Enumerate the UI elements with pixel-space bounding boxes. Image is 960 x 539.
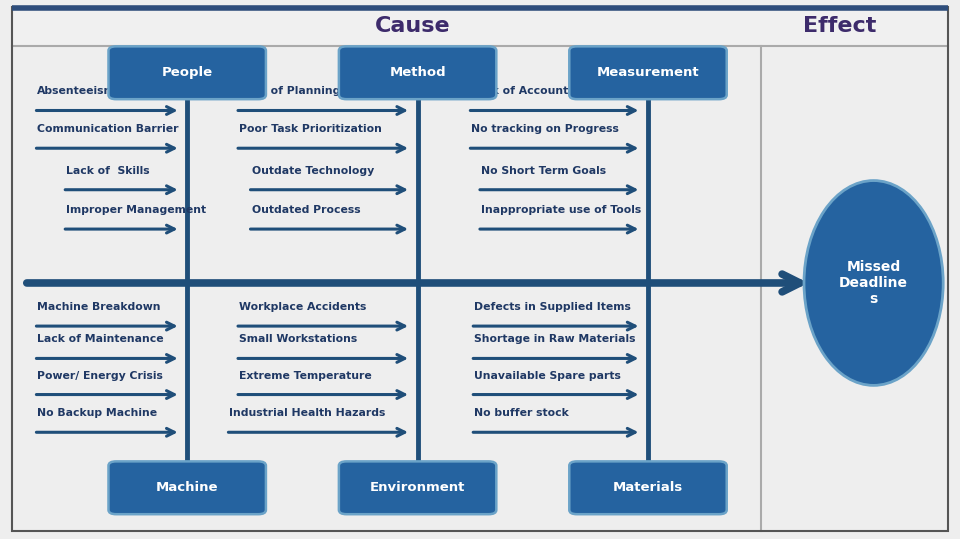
Text: Lack of Planning: Lack of Planning [239, 86, 341, 96]
Text: Improper Management: Improper Management [66, 205, 206, 215]
Text: Lack of Maintenance: Lack of Maintenance [37, 334, 164, 344]
Text: Measurement: Measurement [597, 66, 699, 79]
Text: Extreme Temperature: Extreme Temperature [239, 370, 372, 381]
Text: Lack of  Skills: Lack of Skills [66, 165, 150, 176]
Text: No Short Term Goals: No Short Term Goals [481, 165, 606, 176]
Text: Workplace Accidents: Workplace Accidents [239, 302, 367, 312]
FancyBboxPatch shape [339, 461, 496, 514]
Text: Unavailable Spare parts: Unavailable Spare parts [474, 370, 621, 381]
Text: People: People [161, 66, 213, 79]
Text: Shortage in Raw Materials: Shortage in Raw Materials [474, 334, 636, 344]
Text: Communication Barrier: Communication Barrier [37, 124, 179, 134]
Text: Defects in Supplied Items: Defects in Supplied Items [474, 302, 631, 312]
Ellipse shape [804, 181, 943, 385]
Text: Cause: Cause [375, 16, 450, 36]
Text: Missed
Deadline
s: Missed Deadline s [839, 260, 908, 306]
FancyBboxPatch shape [339, 46, 496, 99]
Text: Method: Method [390, 66, 445, 79]
Bar [12, 8, 948, 46]
Text: Small Workstations: Small Workstations [239, 334, 357, 344]
Text: Inappropriate use of Tools: Inappropriate use of Tools [481, 205, 641, 215]
Text: Materials: Materials [612, 481, 684, 494]
FancyBboxPatch shape [108, 461, 266, 514]
Text: Environment: Environment [370, 481, 466, 494]
Text: Effect: Effect [804, 16, 876, 36]
Text: Outdated Process: Outdated Process [252, 205, 360, 215]
FancyBboxPatch shape [569, 461, 727, 514]
Text: Lack of Accountability: Lack of Accountability [471, 86, 607, 96]
Text: Absenteeism: Absenteeism [37, 86, 116, 96]
Text: No Backup Machine: No Backup Machine [37, 408, 157, 418]
Text: No tracking on Progress: No tracking on Progress [471, 124, 619, 134]
Text: Industrial Health Hazards: Industrial Health Hazards [229, 408, 386, 418]
FancyBboxPatch shape [569, 46, 727, 99]
Text: Machine: Machine [156, 481, 219, 494]
Text: Power/ Energy Crisis: Power/ Energy Crisis [37, 370, 163, 381]
FancyBboxPatch shape [108, 46, 266, 99]
Text: Outdate Technology: Outdate Technology [252, 165, 373, 176]
Text: Machine Breakdown: Machine Breakdown [37, 302, 161, 312]
Text: No buffer stock: No buffer stock [474, 408, 569, 418]
Text: Poor Task Prioritization: Poor Task Prioritization [239, 124, 382, 134]
